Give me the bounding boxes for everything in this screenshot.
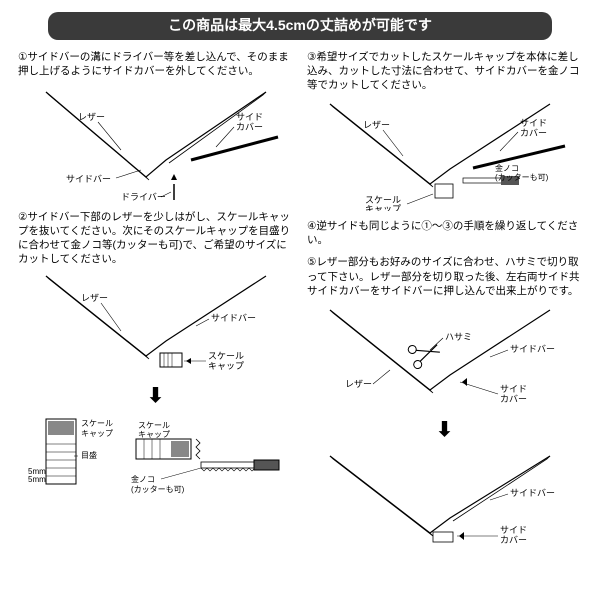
step-1: ①サイドバーの溝にドライバー等を差し込んで、そのまま押し上げるようにサイドカバー… [18, 50, 293, 202]
step-3-text: ③希望サイズでカットしたスケールキャップを本体に差し込み、カットした寸法に合わせ… [307, 50, 582, 93]
arrow-down-2: ⬇ [307, 416, 582, 444]
step-2: ②サイドバー下部のレザーを少しはがし、スケールキャップを抜いてください。次にその… [18, 210, 293, 376]
svg-text:キャップ: キャップ [81, 429, 113, 438]
svg-text:サイドバー: サイドバー [211, 313, 256, 323]
lbl-sidecover-1b: カバー [236, 122, 263, 132]
svg-text:キャップ: キャップ [365, 204, 401, 211]
instruction-columns: ①サイドバーの溝にドライバー等を差し込んで、そのまま押し上げるようにサイドカバー… [18, 50, 582, 556]
svg-text:金ノコ: 金ノコ [131, 474, 155, 484]
left-column: ①サイドバーの溝にドライバー等を差し込んで、そのまま押し上げるようにサイドカバー… [18, 50, 293, 556]
svg-text:目盛: 目盛 [81, 450, 97, 460]
svg-text:カバー: カバー [500, 535, 527, 545]
step-3-body: 希望サイズでカットしたスケールキャップを本体に差し込み、カットした寸法に合わせて… [307, 51, 579, 91]
svg-text:スケール: スケール [81, 419, 113, 428]
arrow-down-1: ⬇ [18, 382, 293, 410]
lbl-sidecover-1a: サイド [236, 112, 263, 122]
lbl-leather: レザー [78, 112, 105, 122]
step-1-body: サイドバーの溝にドライバー等を差し込んで、そのまま押し上げるようにサイドカバーを… [18, 51, 289, 77]
svg-text:カバー: カバー [520, 128, 547, 138]
svg-text:(カッターも可): (カッターも可) [495, 173, 549, 182]
diagram-5a: ハサミ サイドバー レザー サイド カバー [307, 302, 582, 412]
step-3-num: ③ [307, 50, 316, 64]
diagram-3: レザー サイド カバー 金ノコ (カッターも可) スケール キャップ [307, 96, 582, 211]
diagram-1: レザー サイド カバー サイドバー ドライバー [18, 82, 293, 202]
svg-text:サイドバー: サイドバー [510, 488, 555, 498]
step-4-body: 逆サイドも同じように①〜③の手順を繰り返してください。 [307, 220, 578, 246]
svg-text:レザー: レザー [345, 379, 372, 389]
svg-text:サイドバー: サイドバー [510, 344, 555, 354]
svg-text:金ノコ: 金ノコ [495, 163, 519, 173]
step-5-text: ⑤レザー部分もお好みのサイズに合わせ、ハサミで切り取って下さい。レザー部分を切り… [307, 255, 582, 298]
step-4-num: ④ [307, 219, 316, 233]
svg-text:サイド: サイド [520, 118, 547, 128]
right-column: ③希望サイズでカットしたスケールキャップを本体に差し込み、カットした寸法に合わせ… [307, 50, 582, 556]
step-5-num: ⑤ [307, 255, 316, 269]
step-2-text: ②サイドバー下部のレザーを少しはがし、スケールキャップを抜いてください。次にその… [18, 210, 293, 267]
step-2-body: サイドバー下部のレザーを少しはがし、スケールキャップを抜いてください。次にそのス… [18, 211, 290, 266]
step-3: ③希望サイズでカットしたスケールキャップを本体に差し込み、カットした寸法に合わせ… [307, 50, 582, 212]
step-5-body: レザー部分もお好みのサイズに合わせ、ハサミで切り取って下さい。レザー部分を切り取… [307, 256, 579, 296]
svg-text:サイド: サイド [500, 384, 527, 394]
step-2-num: ② [18, 210, 27, 224]
diagram-2: レザー サイドバー スケール キャップ [18, 271, 293, 376]
header-banner: この商品は最大4.5cmの丈詰めが可能です [48, 12, 552, 40]
diagram-5b: サイドバー サイド カバー [307, 448, 582, 548]
step-1-num: ① [18, 50, 27, 64]
step-5: ⑤レザー部分もお好みのサイズに合わせ、ハサミで切り取って下さい。レザー部分を切り… [307, 255, 582, 548]
step-4: ④逆サイドも同じように①〜③の手順を繰り返してください。 [307, 219, 582, 247]
svg-text:サイド: サイド [500, 525, 527, 535]
step-4-text: ④逆サイドも同じように①〜③の手順を繰り返してください。 [307, 219, 582, 247]
svg-text:スケール: スケール [138, 421, 170, 430]
svg-text:レザー: レザー [81, 293, 108, 303]
svg-text:(カッターも可): (カッターも可) [131, 485, 185, 494]
step-1-text: ①サイドバーの溝にドライバー等を差し込んで、そのまま押し上げるようにサイドカバー… [18, 50, 293, 78]
lbl-driver: ドライバー [121, 192, 166, 202]
svg-text:5mm: 5mm [28, 475, 46, 484]
svg-text:カバー: カバー [500, 394, 527, 404]
lbl-sidebar: サイドバー [66, 174, 111, 184]
svg-text:レザー: レザー [363, 120, 390, 130]
svg-text:スケール: スケール [208, 351, 244, 361]
diagram-scalecap: スケール キャップ 目盛 5mm 5mm スケール キャップ [18, 414, 293, 504]
svg-text:ハサミ: ハサミ [445, 332, 472, 342]
svg-text:キャップ: キャップ [208, 361, 244, 371]
svg-text:キャップ: キャップ [138, 430, 170, 439]
